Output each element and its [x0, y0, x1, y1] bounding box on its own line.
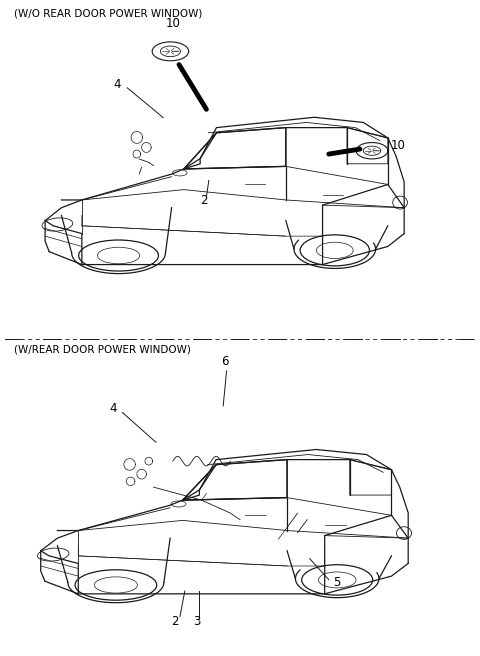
Text: 10: 10 — [166, 17, 180, 30]
Text: (W/REAR DOOR POWER WINDOW): (W/REAR DOOR POWER WINDOW) — [14, 344, 191, 354]
Text: 2: 2 — [200, 194, 208, 207]
Text: 6: 6 — [221, 356, 228, 369]
Text: 10: 10 — [390, 139, 405, 152]
Text: 5: 5 — [334, 576, 341, 589]
Text: 4: 4 — [109, 403, 117, 415]
Text: 3: 3 — [193, 615, 201, 628]
Text: (W/O REAR DOOR POWER WINDOW): (W/O REAR DOOR POWER WINDOW) — [14, 9, 203, 18]
Text: 4: 4 — [114, 78, 121, 91]
Text: 2: 2 — [171, 615, 179, 628]
